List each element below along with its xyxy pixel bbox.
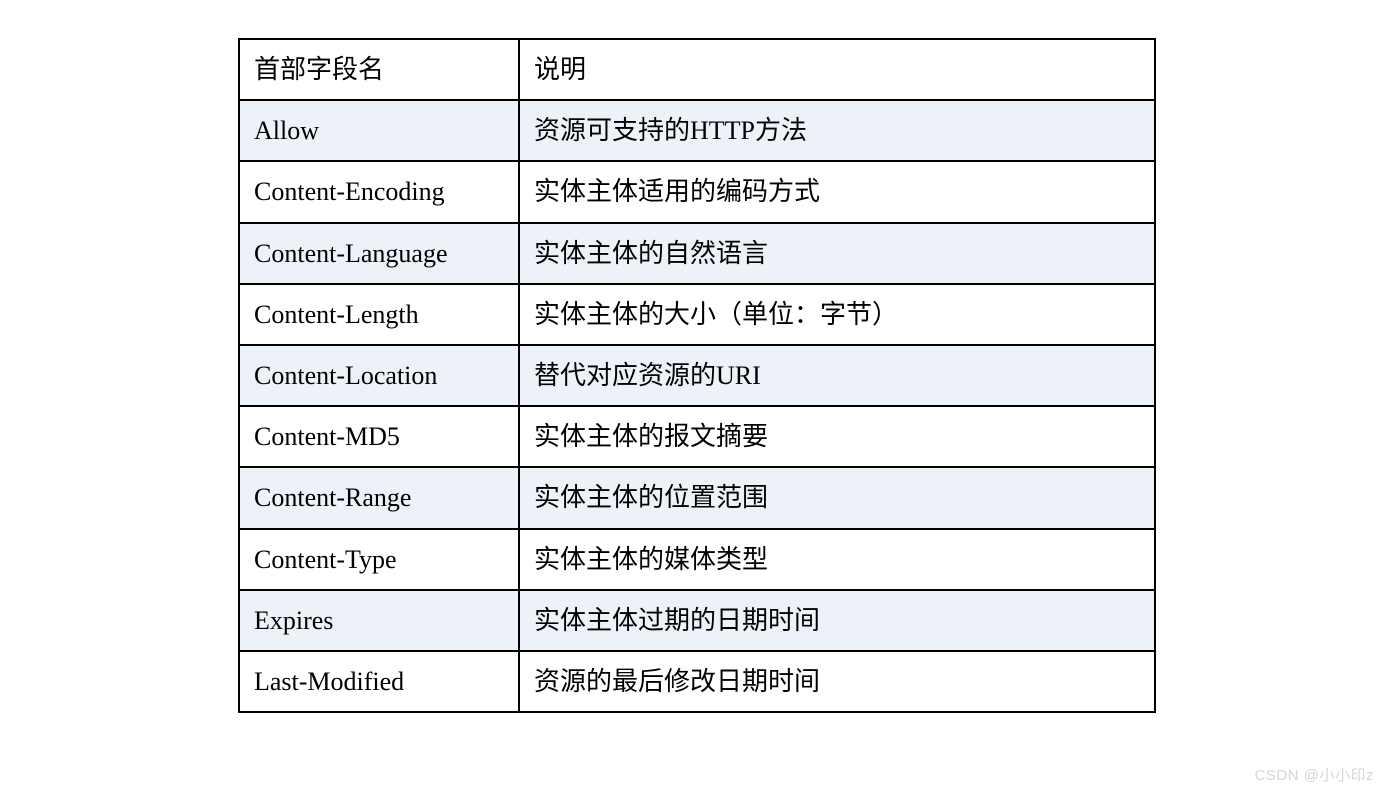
cell-description: 实体主体的位置范围 [519,467,1155,528]
table-row: Content-Language 实体主体的自然语言 [239,223,1155,284]
table-row: Content-Length 实体主体的大小（单位：字节） [239,284,1155,345]
cell-field-name: Content-MD5 [239,406,519,467]
cell-description: 实体主体过期的日期时间 [519,590,1155,651]
table-row: Content-Encoding 实体主体适用的编码方式 [239,161,1155,222]
table-row: Content-Type 实体主体的媒体类型 [239,529,1155,590]
table-header-row: 首部字段名 说明 [239,39,1155,100]
cell-description: 实体主体的报文摘要 [519,406,1155,467]
cell-description: 资源的最后修改日期时间 [519,651,1155,712]
table-row: Allow 资源可支持的HTTP方法 [239,100,1155,161]
watermark-text: CSDN @小小印z [1255,764,1374,785]
table-row: Content-MD5 实体主体的报文摘要 [239,406,1155,467]
table-row: Content-Location 替代对应资源的URI [239,345,1155,406]
table-row: Last-Modified 资源的最后修改日期时间 [239,651,1155,712]
cell-field-name: Content-Language [239,223,519,284]
cell-field-name: Content-Location [239,345,519,406]
header-description: 说明 [519,39,1155,100]
cell-description: 实体主体的媒体类型 [519,529,1155,590]
cell-description: 资源可支持的HTTP方法 [519,100,1155,161]
cell-field-name: Last-Modified [239,651,519,712]
table-row: Expires 实体主体过期的日期时间 [239,590,1155,651]
cell-field-name: Content-Length [239,284,519,345]
header-field-name: 首部字段名 [239,39,519,100]
http-headers-table: 首部字段名 说明 Allow 资源可支持的HTTP方法 Content-Enco… [238,38,1156,713]
cell-description: 实体主体的自然语言 [519,223,1155,284]
cell-field-name: Content-Range [239,467,519,528]
table-row: Content-Range 实体主体的位置范围 [239,467,1155,528]
cell-description: 实体主体的大小（单位：字节） [519,284,1155,345]
cell-field-name: Expires [239,590,519,651]
cell-field-name: Content-Encoding [239,161,519,222]
cell-description: 实体主体适用的编码方式 [519,161,1155,222]
cell-field-name: Content-Type [239,529,519,590]
cell-description: 替代对应资源的URI [519,345,1155,406]
cell-field-name: Allow [239,100,519,161]
http-headers-table-container: 首部字段名 说明 Allow 资源可支持的HTTP方法 Content-Enco… [238,38,1156,713]
